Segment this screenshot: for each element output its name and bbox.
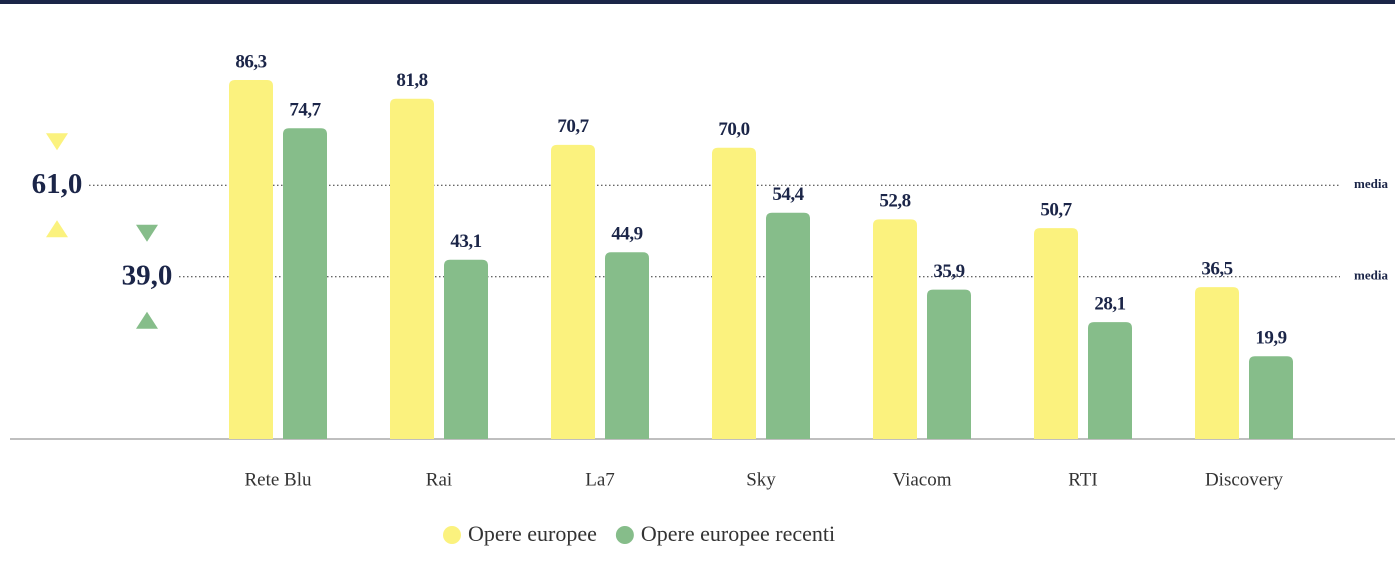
bar [712, 147, 756, 440]
value-label: 36,5 [1201, 259, 1232, 280]
average-caption: media [1354, 176, 1388, 191]
value-label: 50,7 [1040, 199, 1072, 220]
value-label: 28,1 [1094, 293, 1125, 314]
bar [390, 98, 434, 439]
bar [1088, 322, 1132, 439]
bar [551, 144, 595, 439]
value-label: 70,0 [718, 119, 749, 140]
legend-label: Opere europee [468, 521, 597, 546]
value-label: 86,3 [235, 51, 266, 72]
average-caption: media [1354, 268, 1388, 283]
bar [873, 219, 917, 439]
bar [927, 289, 971, 439]
value-label: 81,8 [396, 70, 427, 91]
average-label: 39,0 [122, 259, 173, 291]
value-label: 74,7 [289, 100, 321, 121]
bar [283, 128, 327, 440]
value-label: 19,9 [1255, 328, 1286, 349]
bar [1249, 356, 1293, 439]
triangle-up [136, 311, 158, 329]
x-tick-label: Discovery [1205, 469, 1284, 490]
legend-swatch [615, 526, 634, 544]
bar [766, 212, 810, 439]
value-label: 70,7 [557, 116, 589, 137]
bar [444, 259, 488, 439]
legend-label: Opere europee recenti [641, 521, 835, 546]
x-tick-label: Rete Blu [244, 469, 312, 490]
x-tick-label: Rai [426, 469, 452, 490]
triangle-up [46, 220, 68, 238]
x-tick-label: Viacom [892, 469, 951, 490]
bar [1195, 287, 1239, 439]
bar [229, 79, 273, 439]
value-label: 35,9 [933, 261, 964, 282]
x-tick-label: La7 [585, 469, 615, 490]
value-label: 54,4 [772, 184, 804, 205]
value-label: 43,1 [450, 231, 481, 252]
top-bar [0, 0, 1395, 4]
average-label: 61,0 [32, 168, 83, 200]
legend-swatch [443, 526, 461, 544]
bar [605, 252, 649, 439]
bar [1034, 228, 1078, 439]
triangle-down [136, 224, 158, 242]
x-tick-label: RTI [1068, 469, 1097, 490]
x-tick-label: Sky [746, 469, 776, 490]
value-label: 52,8 [879, 191, 910, 212]
value-label: 44,9 [611, 224, 642, 245]
triangle-down [46, 133, 68, 151]
